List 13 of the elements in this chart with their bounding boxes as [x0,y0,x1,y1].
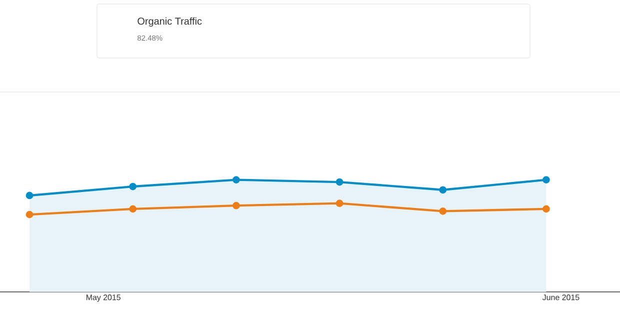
point [129,205,137,213]
point [439,208,447,215]
point [336,200,344,208]
text: Organic Traffic [138,17,202,27]
point [232,176,240,184]
point [336,178,344,186]
point [439,186,447,194]
point [129,182,137,190]
point [26,192,34,200]
point [542,205,550,213]
point [542,176,550,184]
point [26,210,34,218]
point [232,202,240,210]
